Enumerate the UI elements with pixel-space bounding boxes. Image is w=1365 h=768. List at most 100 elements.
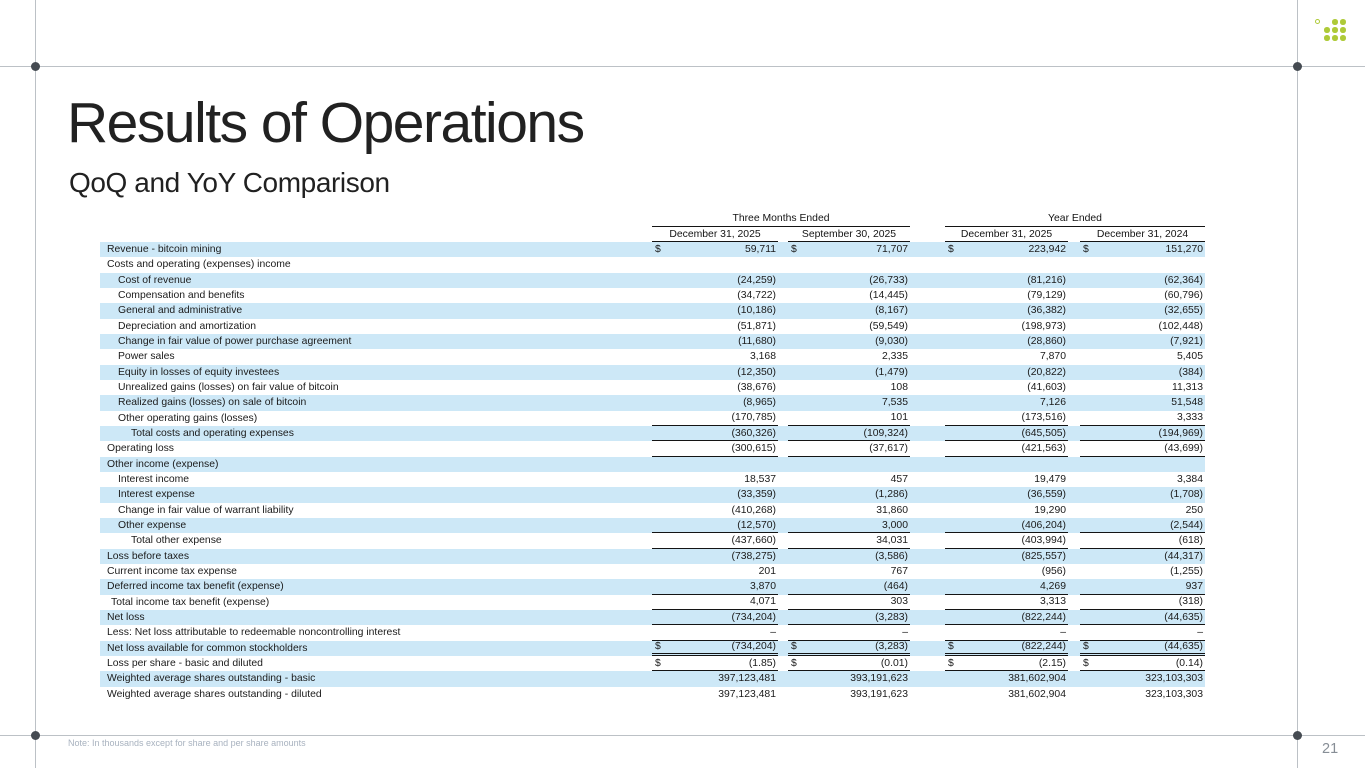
value-text: (14,445) xyxy=(869,290,908,302)
row-value: (43,699) xyxy=(1080,441,1205,457)
row-label: Other income (expense) xyxy=(107,458,219,470)
value-text: (618) xyxy=(1178,534,1203,546)
value-text: 101 xyxy=(890,412,908,424)
row-value xyxy=(788,457,910,472)
value-text: (956) xyxy=(1041,566,1066,578)
row-value: (822,244) xyxy=(945,610,1068,626)
row-label: Total costs and operating expenses xyxy=(131,428,294,440)
row-label: Interest expense xyxy=(118,489,195,501)
value-text: – xyxy=(1197,626,1203,638)
row-value: (173,516) xyxy=(945,411,1068,426)
value-text: 397,123,481 xyxy=(718,688,776,700)
dollar-sign: $ xyxy=(948,641,954,653)
row-value: (645,505) xyxy=(945,426,1068,442)
row-value: (60,796) xyxy=(1080,288,1205,303)
row-value: 4,071 xyxy=(652,595,778,610)
dollar-sign: $ xyxy=(791,641,797,653)
row-value: (8,167) xyxy=(788,303,910,318)
row-value: $59,711 xyxy=(652,242,778,257)
row-value: (738,275) xyxy=(652,549,778,564)
row-label: Change in fair value of warrant liabilit… xyxy=(118,504,294,516)
row-label: Depreciation and amortization xyxy=(118,320,257,332)
value-text: (464) xyxy=(883,580,908,592)
value-text: (32,655) xyxy=(1164,305,1203,317)
row-value: 393,191,623 xyxy=(788,687,910,702)
value-text: (403,994) xyxy=(1021,534,1066,546)
row-value: (44,317) xyxy=(1080,549,1205,564)
table-row: Total costs and operating expenses (360,3… xyxy=(100,425,1205,442)
row-value: (403,994) xyxy=(945,533,1068,549)
value-text: 51,548 xyxy=(1171,397,1203,409)
dollar-sign: $ xyxy=(655,641,661,653)
value-text: (37,617) xyxy=(869,442,908,454)
row-label: Change in fair value of power purchase a… xyxy=(118,336,352,348)
column-header: December 31, 2025 xyxy=(945,229,1068,242)
row-label: Realized gains (losses) on sale of bitco… xyxy=(118,397,307,409)
dollar-sign: $ xyxy=(655,244,661,256)
table-row: Depreciation and amortization (51,871) (59… xyxy=(100,319,1205,334)
results-table: Three Months Ended Year Ended December 3… xyxy=(100,211,1205,702)
table-row: Power sales 3,168 2,335 7,870 5,405 xyxy=(100,349,1205,364)
table-rows: Revenue - bitcoin mining $59,711 $71,707 $2… xyxy=(100,242,1205,702)
row-value: 393,191,623 xyxy=(788,671,910,686)
value-text: – xyxy=(902,626,908,638)
frame-corner-dot xyxy=(1293,731,1302,740)
frame-corner-dot xyxy=(31,62,40,71)
row-value: (384) xyxy=(1080,365,1205,380)
value-text: (8,965) xyxy=(743,397,776,409)
value-text: (9,030) xyxy=(875,336,908,348)
row-value: 397,123,481 xyxy=(652,687,778,702)
value-text: (822,244) xyxy=(1021,611,1066,623)
frame-line-right xyxy=(1297,0,1298,768)
dollar-sign: $ xyxy=(1083,244,1089,256)
table-row: General and administrative (10,186) (8,167… xyxy=(100,303,1205,319)
row-label: Interest income xyxy=(118,474,190,486)
value-text: 393,191,623 xyxy=(850,673,908,685)
table-row: Cost of revenue (24,259) (26,733) (81,216) (… xyxy=(100,272,1205,288)
row-value: $151,270 xyxy=(1080,242,1205,257)
frame-corner-dot xyxy=(1293,62,1302,71)
row-value: (10,186) xyxy=(652,303,778,318)
table-row: Deferred income tax benefit (expense) 3,8… xyxy=(100,579,1205,595)
value-text: 393,191,623 xyxy=(850,688,908,700)
row-label: Equity in losses of equity investees xyxy=(118,366,280,378)
row-value: (7,921) xyxy=(1080,334,1205,349)
row-value: (194,969) xyxy=(1080,426,1205,442)
row-label: Weighted average shares outstanding - ba… xyxy=(107,673,316,685)
row-value: 303 xyxy=(788,595,910,610)
row-value: 101 xyxy=(788,411,910,426)
row-value: (360,326) xyxy=(652,426,778,442)
value-text: (384) xyxy=(1178,366,1203,378)
row-label: Cost of revenue xyxy=(118,274,192,286)
value-text: (3,283) xyxy=(875,641,908,653)
row-value: 3,313 xyxy=(945,595,1068,610)
value-text: (173,516) xyxy=(1021,412,1066,424)
row-value: – xyxy=(1080,625,1205,641)
dollar-sign: $ xyxy=(655,657,661,669)
value-text: 19,479 xyxy=(1034,474,1066,486)
row-value: 19,479 xyxy=(945,472,1068,487)
value-text: (33,359) xyxy=(737,489,776,501)
value-text: 457 xyxy=(890,474,908,486)
value-text: (62,364) xyxy=(1164,274,1203,286)
value-text: (0.01) xyxy=(880,657,908,669)
value-text: (1,479) xyxy=(875,366,908,378)
row-value: $ (3,283) xyxy=(788,641,910,656)
row-value: (825,557) xyxy=(945,549,1068,564)
value-text: (60,796) xyxy=(1164,290,1203,302)
row-value: $223,942 xyxy=(945,242,1068,257)
value-text: (360,326) xyxy=(731,427,776,439)
frame-line-left xyxy=(35,0,36,768)
row-value: (318) xyxy=(1080,595,1205,610)
row-value: (11,680) xyxy=(652,334,778,349)
table-row: Weighted average shares outstanding - di… xyxy=(100,687,1205,702)
value-text: (410,268) xyxy=(731,504,776,516)
value-text: 937 xyxy=(1185,580,1203,592)
value-text: 34,031 xyxy=(876,534,908,546)
value-text: (0.14) xyxy=(1175,657,1203,669)
row-value: (38,676) xyxy=(652,380,778,395)
row-value: 3,333 xyxy=(1080,411,1205,426)
column-header: September 30, 2025 xyxy=(788,229,910,242)
value-text: (738,275) xyxy=(731,550,776,562)
row-label: Total other expense xyxy=(131,535,222,547)
